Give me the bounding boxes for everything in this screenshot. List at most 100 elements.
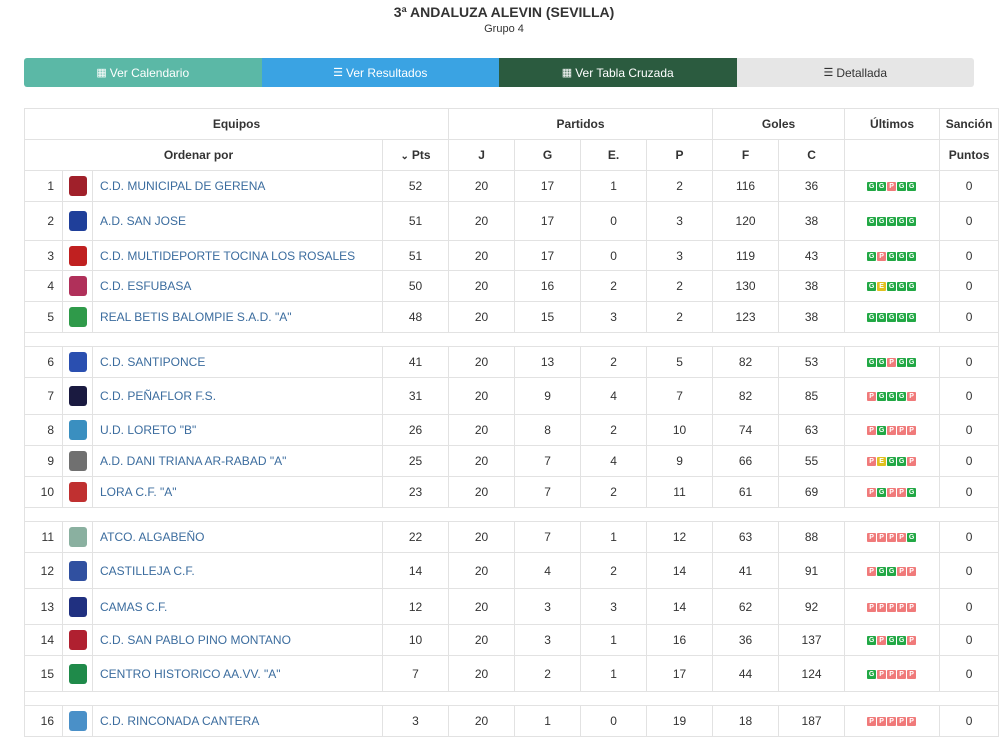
team-crest-icon — [68, 276, 87, 296]
sanction-cell: 0 — [939, 377, 1000, 415]
goals-for-cell: 82 — [712, 377, 780, 415]
lost-cell: 19 — [646, 705, 714, 737]
result-badge: G — [887, 457, 897, 467]
team-name-cell: CASTILLEJA C.F. — [92, 552, 383, 589]
sanction-cell: 0 — [939, 170, 1000, 202]
team-link[interactable]: C.D. PEÑAFLOR F.S. — [100, 389, 217, 403]
team-name-cell: C.D. SAN PABLO PINO MONTANO — [92, 624, 383, 656]
lost-cell: 2 — [646, 170, 714, 202]
points-cell: 12 — [381, 588, 450, 625]
won-cell: 17 — [514, 240, 582, 271]
team-logo-cell — [62, 240, 93, 271]
calendar-icon: ▦ — [96, 67, 107, 79]
sanction-cell: 0 — [939, 414, 1000, 446]
played-cell: 20 — [448, 624, 516, 656]
goals-against-cell: 85 — [778, 377, 846, 415]
goals-against-cell: 69 — [778, 476, 846, 508]
result-badge: G — [907, 217, 917, 227]
sort-pts-button[interactable]: ⌄ Pts — [381, 139, 450, 171]
team-link[interactable]: REAL BETIS BALOMPIE S.A.D. "A" — [100, 310, 292, 324]
lost-cell: 11 — [646, 476, 714, 508]
points-cell: 25 — [381, 445, 450, 477]
team-crest-icon — [68, 211, 87, 231]
team-link[interactable]: U.D. LORETO "B" — [100, 423, 197, 437]
position-cell: 15 — [24, 655, 63, 692]
lost-cell: 2 — [646, 270, 714, 302]
won-cell: 7 — [514, 445, 582, 477]
sort-by-label: Ordenar por — [24, 139, 383, 171]
tab-detallada[interactable]: ☰ Detallada — [736, 58, 974, 87]
team-name-cell: A.D. DANI TRIANA AR-RABAD "A" — [92, 445, 383, 477]
goals-against-cell: 43 — [778, 240, 846, 271]
result-badge: P — [877, 251, 887, 261]
played-cell: 20 — [448, 301, 516, 333]
team-link[interactable]: C.D. SAN PABLO PINO MONTANO — [100, 633, 291, 647]
result-badge: G — [897, 182, 907, 192]
position-cell: 10 — [24, 476, 63, 508]
won-cell: 2 — [514, 655, 582, 692]
header-equipos: Equipos — [23, 108, 450, 140]
goals-for-cell: 82 — [712, 346, 780, 378]
team-link[interactable]: ATCO. ALGABEÑO — [100, 530, 205, 544]
drawn-cell: 0 — [580, 201, 648, 241]
tab-ver-tabla-cruzada[interactable]: ▦ Ver Tabla Cruzada — [499, 58, 737, 87]
table-row: 7 C.D. PEÑAFLOR F.S. 31 20 9 4 7 82 85 P G G G P 0 — [24, 377, 1000, 415]
result-badge: G — [897, 313, 907, 323]
result-badge: P — [877, 533, 887, 543]
result-badge: P — [907, 602, 917, 612]
sanction-cell: 0 — [939, 624, 1000, 656]
position-cell: 8 — [24, 414, 63, 446]
team-link[interactable]: C.D. MULTIDEPORTE TOCINA LOS ROSALES — [100, 248, 356, 263]
tab-label: Ver Calendario — [109, 65, 190, 80]
team-crest-icon — [68, 663, 87, 684]
lost-cell: 10 — [646, 414, 714, 446]
lost-cell: 17 — [646, 655, 714, 692]
result-badge: G — [867, 251, 877, 261]
team-link[interactable]: CASTILLEJA C.F. — [100, 563, 195, 578]
team-link[interactable]: LORA C.F. "A" — [100, 485, 177, 499]
result-badge: G — [867, 217, 877, 227]
result-badge: G — [887, 282, 897, 292]
drawn-cell: 1 — [580, 170, 648, 202]
result-badge: P — [867, 426, 877, 436]
result-badge: E — [877, 282, 887, 292]
position-cell: 5 — [24, 301, 63, 333]
points-cell: 14 — [381, 552, 450, 589]
tab-ver-calendario[interactable]: ▦ Ver Calendario — [24, 58, 262, 87]
header-j: J — [448, 139, 516, 171]
lost-cell: 14 — [646, 588, 714, 625]
tab-ver-resultados[interactable]: ☰ Ver Resultados — [261, 58, 499, 87]
table-row: 10 LORA C.F. "A" 23 20 7 2 11 61 69 P G P P G 0 — [24, 476, 1000, 508]
separator-cell — [23, 507, 1000, 522]
separator-cell — [23, 332, 1000, 347]
lost-cell: 2 — [646, 301, 714, 333]
points-cell: 48 — [381, 301, 450, 333]
result-badge: P — [867, 602, 877, 612]
result-badge: P — [907, 636, 917, 646]
team-link[interactable]: CAMAS C.F. — [100, 599, 168, 614]
goals-against-cell: 53 — [778, 346, 846, 378]
position-cell: 12 — [24, 552, 63, 589]
goals-against-cell: 88 — [778, 521, 846, 553]
team-link[interactable]: A.D. SAN JOSE — [100, 214, 187, 228]
lost-cell: 12 — [646, 521, 714, 553]
played-cell: 20 — [448, 270, 516, 302]
team-link[interactable]: C.D. ESFUBASA — [100, 279, 192, 293]
team-link[interactable]: C.D. SANTIPONCE — [100, 355, 206, 369]
team-link[interactable]: A.D. DANI TRIANA AR-RABAD "A" — [100, 454, 287, 468]
table-row: 12 CASTILLEJA C.F. 14 20 4 2 14 41 91 P G G P P 0 — [24, 552, 1000, 589]
points-cell: 26 — [381, 414, 450, 446]
team-link[interactable]: C.D. RINCONADA CANTERA — [100, 714, 260, 728]
points-cell: 22 — [381, 521, 450, 553]
team-link[interactable]: CENTRO HISTORICO AA.VV. "A" — [100, 666, 281, 681]
team-link[interactable]: C.D. MUNICIPAL DE GERENA — [100, 179, 266, 193]
header-g: G — [514, 139, 582, 171]
group-separator-row — [23, 691, 1000, 706]
team-logo-cell — [62, 705, 93, 737]
header-p: P — [646, 139, 714, 171]
